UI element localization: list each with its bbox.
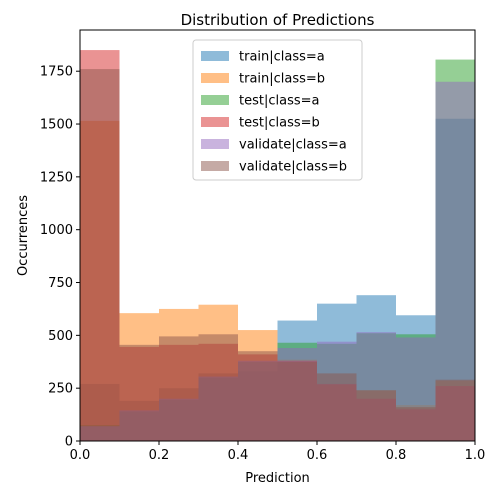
y-tick-label: 250 xyxy=(48,382,73,397)
bar xyxy=(198,334,238,441)
legend-swatch xyxy=(201,73,229,83)
bar xyxy=(396,407,436,441)
bar xyxy=(356,390,396,441)
x-axis-title: Prediction xyxy=(245,471,310,486)
plot-frame xyxy=(79,29,476,442)
legend-swatch xyxy=(201,139,229,149)
legend-label: validate|class=b xyxy=(239,160,347,175)
bar xyxy=(119,344,159,441)
bar xyxy=(435,379,475,441)
legend-swatch xyxy=(201,161,229,171)
x-tick-label: 0.0 xyxy=(70,448,91,463)
x-tick-label: 1.0 xyxy=(465,448,486,463)
bar xyxy=(317,373,357,441)
y-tick-label: 0 xyxy=(65,435,73,450)
legend-swatch xyxy=(201,117,229,127)
legend-label: test|class=a xyxy=(239,94,319,109)
legend: train|class=a train|class=b test|class=a te… xyxy=(192,39,363,181)
y-tick-label: 750 xyxy=(48,276,73,291)
x-axis-ticks: 0.0 0.2 0.4 0.6 0.8 1.0 xyxy=(70,441,486,463)
legend-label: validate|class=a xyxy=(239,138,347,153)
y-tick-label: 500 xyxy=(48,329,73,344)
bar xyxy=(238,351,278,441)
y-tick-label: 1250 xyxy=(40,170,73,185)
y-tick-label: 1750 xyxy=(40,65,73,80)
y-tick-label: 1500 xyxy=(40,118,73,133)
x-tick-label: 0.4 xyxy=(228,448,249,463)
legend-swatch xyxy=(201,51,229,61)
y-tick-label: 1000 xyxy=(40,223,73,238)
bar xyxy=(277,361,317,441)
legend-swatch xyxy=(201,95,229,105)
y-axis-title: Occurrences xyxy=(16,195,31,276)
x-tick-label: 0.6 xyxy=(307,448,328,463)
chart-title: Distribution of Predictions xyxy=(181,11,375,29)
series-validate-class-b xyxy=(80,69,475,442)
legend-label: train|class=a xyxy=(239,50,325,65)
x-tick-label: 0.8 xyxy=(386,448,407,463)
bar xyxy=(80,69,120,442)
x-tick-label: 0.2 xyxy=(149,448,170,463)
legend-label: test|class=b xyxy=(239,116,320,131)
y-axis-ticks: 0 250 500 750 1000 1250 1500 1750 xyxy=(40,65,80,450)
legend-box xyxy=(192,39,363,181)
bars-layer xyxy=(80,50,475,442)
bar xyxy=(159,336,199,441)
legend-label: train|class=b xyxy=(239,72,325,87)
